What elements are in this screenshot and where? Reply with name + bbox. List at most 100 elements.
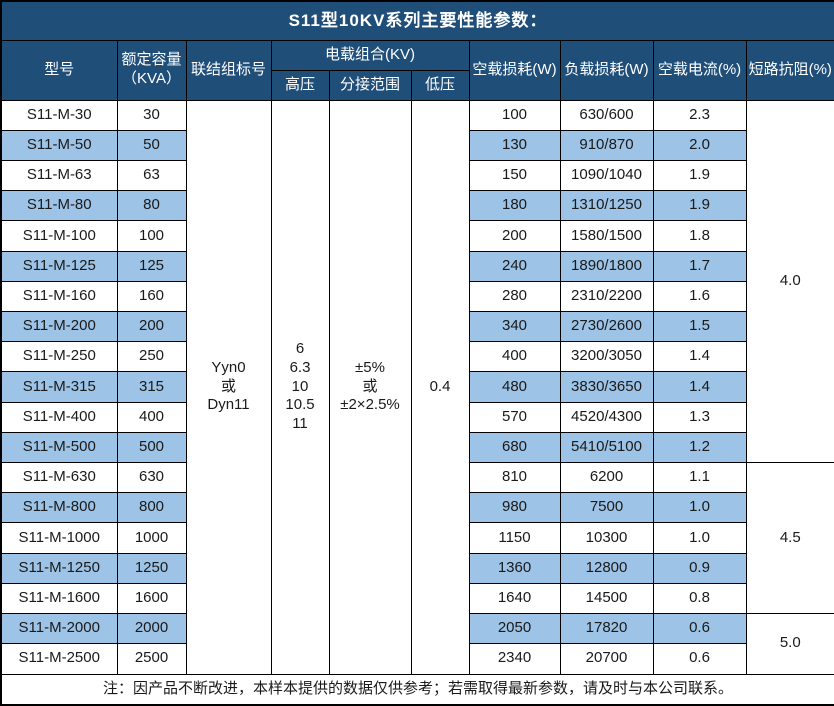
capacity-cell: 1600: [116, 582, 187, 614]
no-load-loss-cell: 180: [468, 190, 561, 222]
no-load-current-cell: 2.0: [652, 129, 747, 161]
no-load-loss-cell: 130: [468, 129, 561, 161]
table-row: S11-M-80 80 180 1310/1250 1.9: [0, 190, 834, 222]
no-load-loss-cell: 2050: [468, 612, 561, 645]
header-row-1: 型号 额定容量 （KVA） 联结组标号 电载组合(KV) 空载损耗(W) 负载损…: [0, 39, 834, 101]
model-cell: S11-M-30: [0, 99, 118, 131]
no-load-current-cell: 1.0: [652, 522, 747, 554]
footer-note: 注：因产品不断改进，本样本提供的数据仅供参考；若需取得最新参数，请及时与本公司联…: [0, 673, 834, 706]
model-cell: S11-M-1000: [0, 522, 118, 554]
model-cell: S11-M-315: [0, 371, 118, 403]
no-load-current-cell: 1.5: [652, 310, 747, 343]
model-cell: S11-M-1250: [0, 552, 118, 584]
lv-voltage-cell: 0.4: [410, 99, 470, 675]
capacity-cell: 80: [116, 190, 187, 222]
table-row: S11-M-1600 1600 1640 14500 0.8: [0, 582, 834, 614]
col-header-tap-range: 分接范围: [328, 69, 412, 101]
table-row: S11-M-30 30 Yyn0 或 Dyn11 6 6.3 10 10.5 11 ±5…: [0, 99, 834, 675]
no-load-current-cell: 1.0: [652, 492, 747, 524]
load-loss-cell: 4520/4300: [559, 401, 654, 433]
model-cell: S11-M-2500: [0, 643, 118, 675]
no-load-current-cell: 1.9: [652, 159, 747, 192]
no-load-current-cell: 1.1: [652, 461, 747, 494]
capacity-cell: 100: [116, 220, 187, 252]
no-load-current-cell: 0.6: [652, 643, 747, 675]
title-row: S11型10KV系列主要性能参数：: [0, 0, 834, 41]
table-row: S11-M-2000 2000 2050 17820 0.6 5.0: [0, 612, 834, 675]
model-cell: S11-M-100: [0, 220, 118, 252]
capacity-cell: 1000: [116, 522, 187, 554]
table-row: S11-M-315 315 480 3830/3650 1.4: [0, 371, 834, 403]
load-loss-cell: 2310/2200: [559, 280, 654, 312]
table-row: S11-M-500 500 680 5410/5100 1.2: [0, 431, 834, 463]
impedance-cell: 4.0: [745, 99, 834, 463]
load-loss-cell: 20700: [559, 643, 654, 675]
no-load-loss-cell: 980: [468, 492, 561, 524]
load-loss-cell: 3200/3050: [559, 341, 654, 373]
capacity-cell: 400: [116, 401, 187, 433]
no-load-loss-cell: 150: [468, 159, 561, 192]
load-loss-cell: 6200: [559, 461, 654, 494]
model-cell: S11-M-160: [0, 280, 118, 312]
footer-row: 注：因产品不断改进，本样本提供的数据仅供参考；若需取得最新参数，请及时与本公司联…: [0, 673, 834, 706]
model-cell: S11-M-80: [0, 190, 118, 222]
capacity-cell: 2500: [116, 643, 187, 675]
model-cell: S11-M-630: [0, 461, 118, 494]
load-loss-cell: 5410/5100: [559, 431, 654, 463]
no-load-loss-cell: 1360: [468, 552, 561, 584]
load-loss-cell: 2730/2600: [559, 310, 654, 343]
capacity-cell: 250: [116, 341, 187, 373]
no-load-current-cell: 2.3: [652, 99, 747, 131]
table-row: S11-M-400 400 570 4520/4300 1.3: [0, 401, 834, 433]
capacity-cell: 500: [116, 431, 187, 463]
no-load-current-cell: 0.9: [652, 552, 747, 584]
no-load-current-cell: 1.8: [652, 220, 747, 252]
no-load-current-cell: 1.2: [652, 431, 747, 463]
col-header-lv: 低压: [410, 69, 470, 101]
table-row: S11-M-800 800 980 7500 1.0: [0, 492, 834, 524]
load-loss-cell: 1310/1250: [559, 190, 654, 222]
load-loss-cell: 1890/1800: [559, 250, 654, 282]
model-cell: S11-M-500: [0, 431, 118, 463]
no-load-current-cell: 1.4: [652, 371, 747, 403]
impedance-cell: 4.5: [745, 461, 834, 614]
capacity-cell: 315: [116, 371, 187, 403]
load-loss-cell: 7500: [559, 492, 654, 524]
no-load-loss-cell: 240: [468, 250, 561, 282]
load-loss-cell: 12800: [559, 552, 654, 584]
model-cell: S11-M-125: [0, 250, 118, 282]
no-load-current-cell: 0.6: [652, 612, 747, 645]
no-load-current-cell: 1.9: [652, 190, 747, 222]
no-load-current-cell: 1.7: [652, 250, 747, 282]
col-header-model: 型号: [0, 39, 118, 101]
no-load-current-cell: 1.3: [652, 401, 747, 433]
hv-voltages-cell: 6 6.3 10 10.5 11: [270, 99, 330, 675]
table-row: S11-M-1250 1250 1360 12800 0.9: [0, 552, 834, 584]
load-loss-cell: 630/600: [559, 99, 654, 131]
capacity-cell: 125: [116, 250, 187, 282]
no-load-loss-cell: 200: [468, 220, 561, 252]
model-cell: S11-M-400: [0, 401, 118, 433]
model-cell: S11-M-250: [0, 341, 118, 373]
col-header-no-load-current: 空载电流(%): [652, 39, 747, 101]
no-load-current-cell: 1.6: [652, 280, 747, 312]
capacity-cell: 630: [116, 461, 187, 494]
header-row-2: 高压 分接范围 低压: [1, 69, 834, 101]
table-row: S11-M-63 63 150 1090/1040 1.9: [0, 159, 834, 192]
vector-group-cell: Yyn0 或 Dyn11: [185, 99, 272, 675]
model-cell: S11-M-63: [0, 159, 118, 192]
no-load-loss-cell: 570: [468, 401, 561, 433]
col-header-voltage-combo: 电载组合(KV): [270, 39, 470, 71]
col-header-no-load-loss: 空载损耗(W): [468, 39, 561, 101]
capacity-cell: 800: [116, 492, 187, 524]
load-loss-cell: 14500: [559, 582, 654, 614]
no-load-loss-cell: 400: [468, 341, 561, 373]
no-load-loss-cell: 100: [468, 99, 561, 131]
col-header-capacity: 额定容量 （KVA）: [116, 39, 187, 101]
col-header-hv: 高压: [270, 69, 330, 101]
capacity-cell: 50: [116, 129, 187, 161]
no-load-loss-cell: 810: [468, 461, 561, 494]
table-row: S11-M-160 160 280 2310/2200 1.6: [0, 280, 834, 312]
